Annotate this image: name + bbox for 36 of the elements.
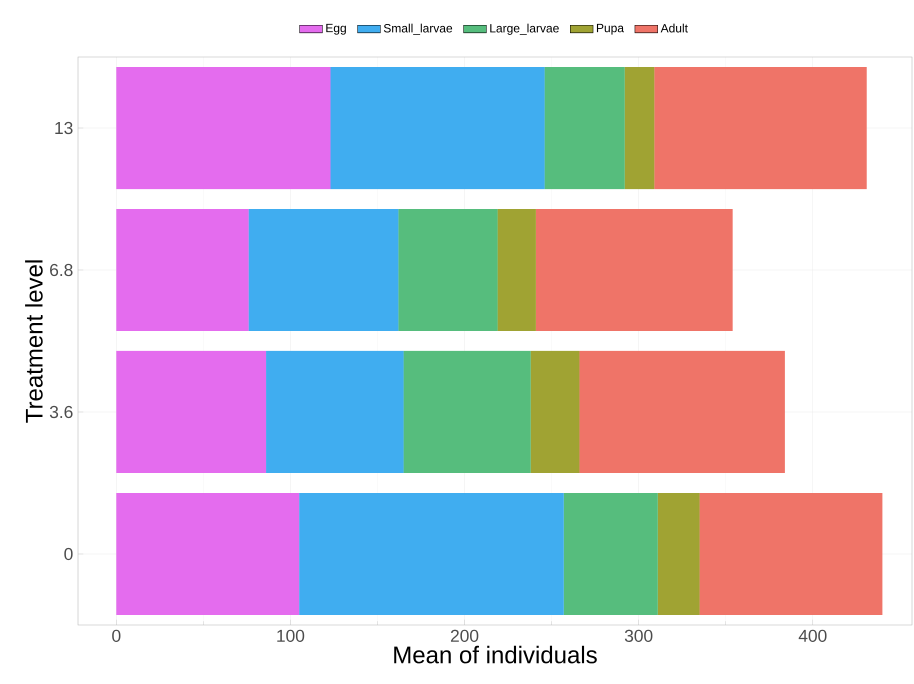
legend-label: Large_larvae <box>490 24 559 35</box>
y-tick-label: 6.8 <box>50 264 73 276</box>
bar <box>404 350 531 474</box>
x-tick-label: 100 <box>277 630 304 642</box>
x-axis-title: Mean of individuals <box>394 646 597 664</box>
bar <box>398 208 498 332</box>
bar <box>299 492 564 616</box>
legend-label: Pupa <box>596 24 624 35</box>
y-axis-title: Treatment level <box>25 260 43 423</box>
bar <box>564 492 658 616</box>
bar <box>498 208 536 332</box>
x-tick-label: 400 <box>798 630 827 642</box>
y-tick-label: 3.6 <box>50 406 73 418</box>
x-tick-label: 0 <box>112 630 120 642</box>
legend-label: Egg <box>326 24 346 35</box>
bar <box>700 492 882 616</box>
bar <box>330 66 545 190</box>
bar <box>654 66 867 190</box>
bar <box>116 208 249 332</box>
y-tick-label: 0 <box>64 548 73 560</box>
bar <box>266 350 404 474</box>
bar <box>248 208 398 332</box>
legend-label: Small_larvae <box>384 24 452 35</box>
bar <box>579 350 785 474</box>
bar <box>624 66 654 190</box>
x-tick-label: 300 <box>624 630 652 642</box>
bar <box>116 350 266 474</box>
x-tick-label: 200 <box>450 630 478 642</box>
y-tick-label: 13 <box>55 122 73 134</box>
bar <box>536 208 733 332</box>
bar <box>530 350 580 474</box>
bar <box>658 492 700 616</box>
legend-label: Adult <box>660 24 688 32</box>
bar <box>116 66 330 190</box>
bar <box>544 66 625 190</box>
bar <box>116 492 300 616</box>
